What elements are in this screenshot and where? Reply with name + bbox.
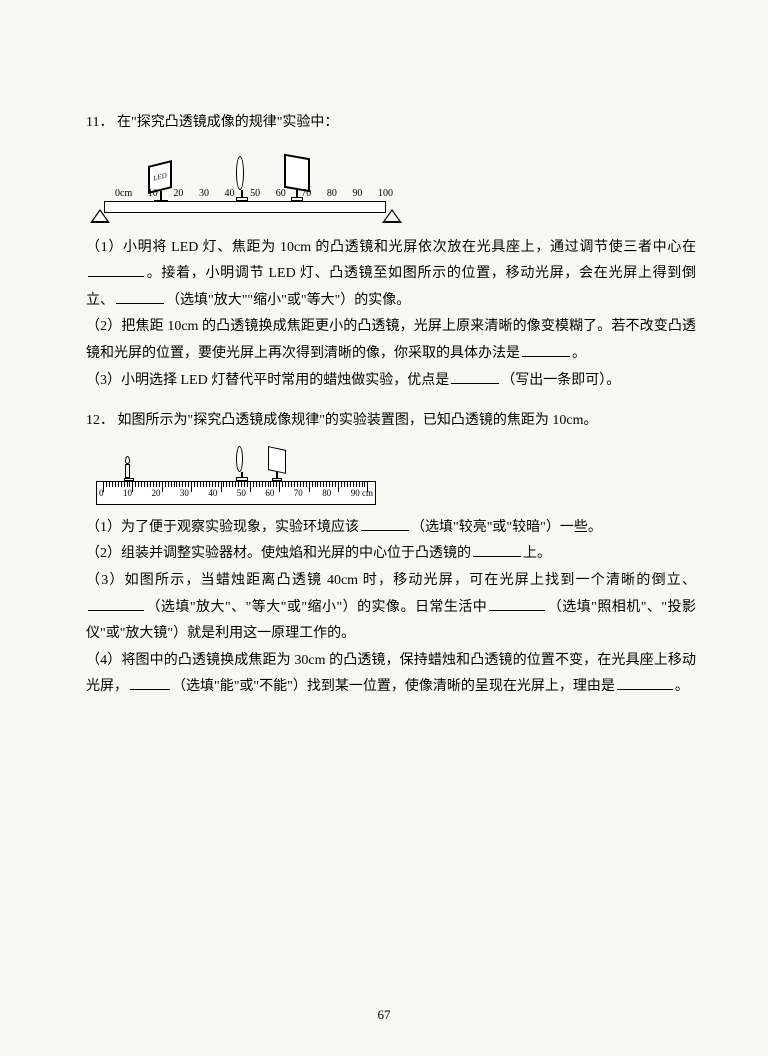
q12-title: 如图所示为"探究凸透镜成像规律"的实验装置图，已知凸透镜的焦距为 10cm。 (118, 413, 598, 428)
q11-figure: LED 0cm 10 20 30 40 (96, 147, 696, 225)
question-12: 12． 如图所示为"探究凸透镜成像规律"的实验装置图，已知凸透镜的焦距为 10c… (86, 408, 696, 701)
blank-field[interactable] (88, 263, 144, 277)
q12-sub4: （4）将图中的凸透镜换成焦距为 30cm 的凸透镜，保持蜡烛和凸透镜的位置不变，… (86, 648, 696, 701)
blank-field[interactable] (88, 597, 144, 611)
q11-sub2: （2）把焦距 10cm 的凸透镜换成焦距更小的凸透镜，光屏上原来清晰的像变模糊了… (86, 314, 696, 367)
blank-field[interactable] (361, 517, 409, 531)
q12-number: 12． (86, 413, 114, 428)
blank-field[interactable] (116, 290, 164, 304)
q11-title: 在"探究凸透镜成像的规律"实验中： (117, 115, 338, 130)
blank-field[interactable] (617, 676, 673, 690)
page-number: 67 (0, 1003, 768, 1028)
q12-figure: 0 10 20 30 40 50 60 70 80 90 cm (96, 445, 696, 505)
blank-field[interactable] (489, 597, 545, 611)
blank-field[interactable] (451, 370, 499, 384)
bench-tick-labels: 0cm 10 20 30 40 50 60 70 80 90 100 (115, 188, 393, 200)
q12-sub2: （2）组装并调整实验器材。使烛焰和光屏的中心位于凸透镜的上。 (86, 541, 696, 568)
ruler-bench-diagram: 0 10 20 30 40 50 60 70 80 90 cm (96, 445, 376, 505)
question-11: 11． 在"探究凸透镜成像的规律"实验中： LED 0cm 1 (86, 110, 696, 394)
q12-sub1: （1）为了便于观察实验现象，实验环境应该（选填"较亮"或"较暗"）一些。 (86, 515, 696, 542)
blank-field[interactable] (473, 543, 521, 557)
lens-icon (236, 446, 248, 481)
q11-sub3: （3）小明选择 LED 灯替代平时常用的蜡烛做实验，优点是（写出一条即可）。 (86, 368, 696, 395)
ruler: 0 10 20 30 40 50 60 70 80 90 cm (96, 481, 376, 505)
blank-field[interactable] (522, 343, 570, 357)
optical-bench-diagram: LED 0cm 10 20 30 40 (96, 147, 396, 225)
screen-icon (268, 448, 286, 481)
q11-number: 11． (86, 115, 113, 130)
ruler-labels: 0 10 20 30 40 50 60 70 80 90 cm (99, 485, 373, 502)
candle-icon (124, 456, 130, 481)
bench-foot-icon (382, 209, 402, 223)
bench-track: 0cm 10 20 30 40 50 60 70 80 90 100 (104, 201, 386, 213)
blank-field[interactable] (130, 676, 170, 690)
bench-foot-icon (90, 209, 110, 223)
q12-sub3: （3）如图所示，当蜡烛距离凸透镜 40cm 时，移动光屏，可在光屏上找到一个清晰… (86, 568, 696, 648)
q11-sub1: （1）小明将 LED 灯、焦距为 10cm 的凸透镜和光屏依次放在光具座上，通过… (86, 235, 696, 315)
